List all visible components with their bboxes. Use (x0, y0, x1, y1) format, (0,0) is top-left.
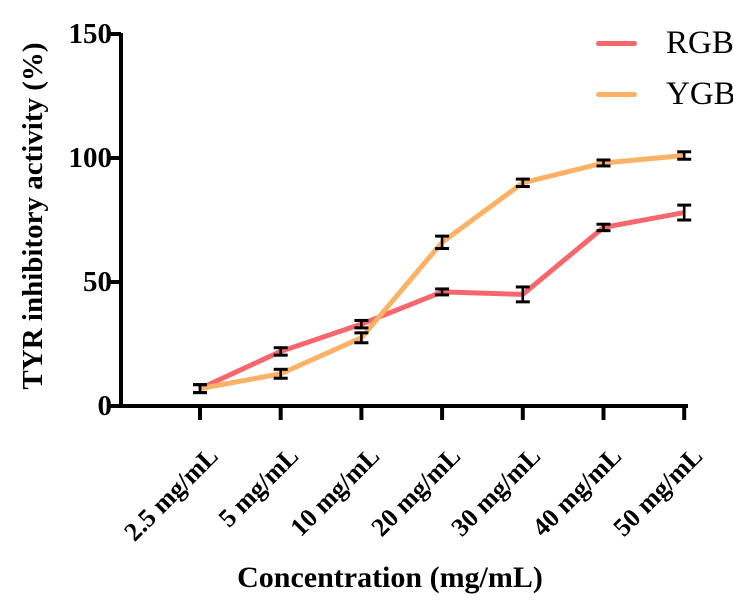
legend-item-rgb: RGB (596, 26, 733, 60)
legend-ygb-line-swatch (596, 91, 637, 97)
error-bar-rgb (596, 222, 611, 233)
error-bar-ygb (515, 177, 530, 189)
error-bar-ygb (354, 331, 369, 345)
y-tick-label: 0 (97, 390, 113, 422)
error-bar-rgb (435, 287, 450, 297)
legend-item-ygb: YGB (596, 77, 733, 111)
error-bar-rgb (677, 203, 692, 222)
y-tick-label: 150 (68, 18, 113, 50)
legend-rgb-line-swatch (596, 40, 637, 46)
error-bar-ygb (677, 150, 692, 161)
error-bar-rgb (273, 346, 288, 357)
error-bar-rgb (515, 285, 530, 304)
y-tick-label: 50 (83, 266, 112, 298)
error-bar-ygb (596, 158, 611, 168)
error-bar-ygb (193, 383, 207, 395)
legend-rgb-label: RGB (666, 25, 733, 61)
y-axis-title: TYR inhibitory activity (%) (17, 42, 49, 390)
x-axis-title: Concentration (mg/mL) (237, 561, 543, 594)
error-bar-ygb (273, 367, 288, 380)
legend-ygb-label: YGB (666, 76, 733, 112)
y-tick-label: 100 (68, 142, 113, 174)
error-bar-ygb (435, 234, 450, 251)
error-bar-rgb (354, 318, 369, 330)
